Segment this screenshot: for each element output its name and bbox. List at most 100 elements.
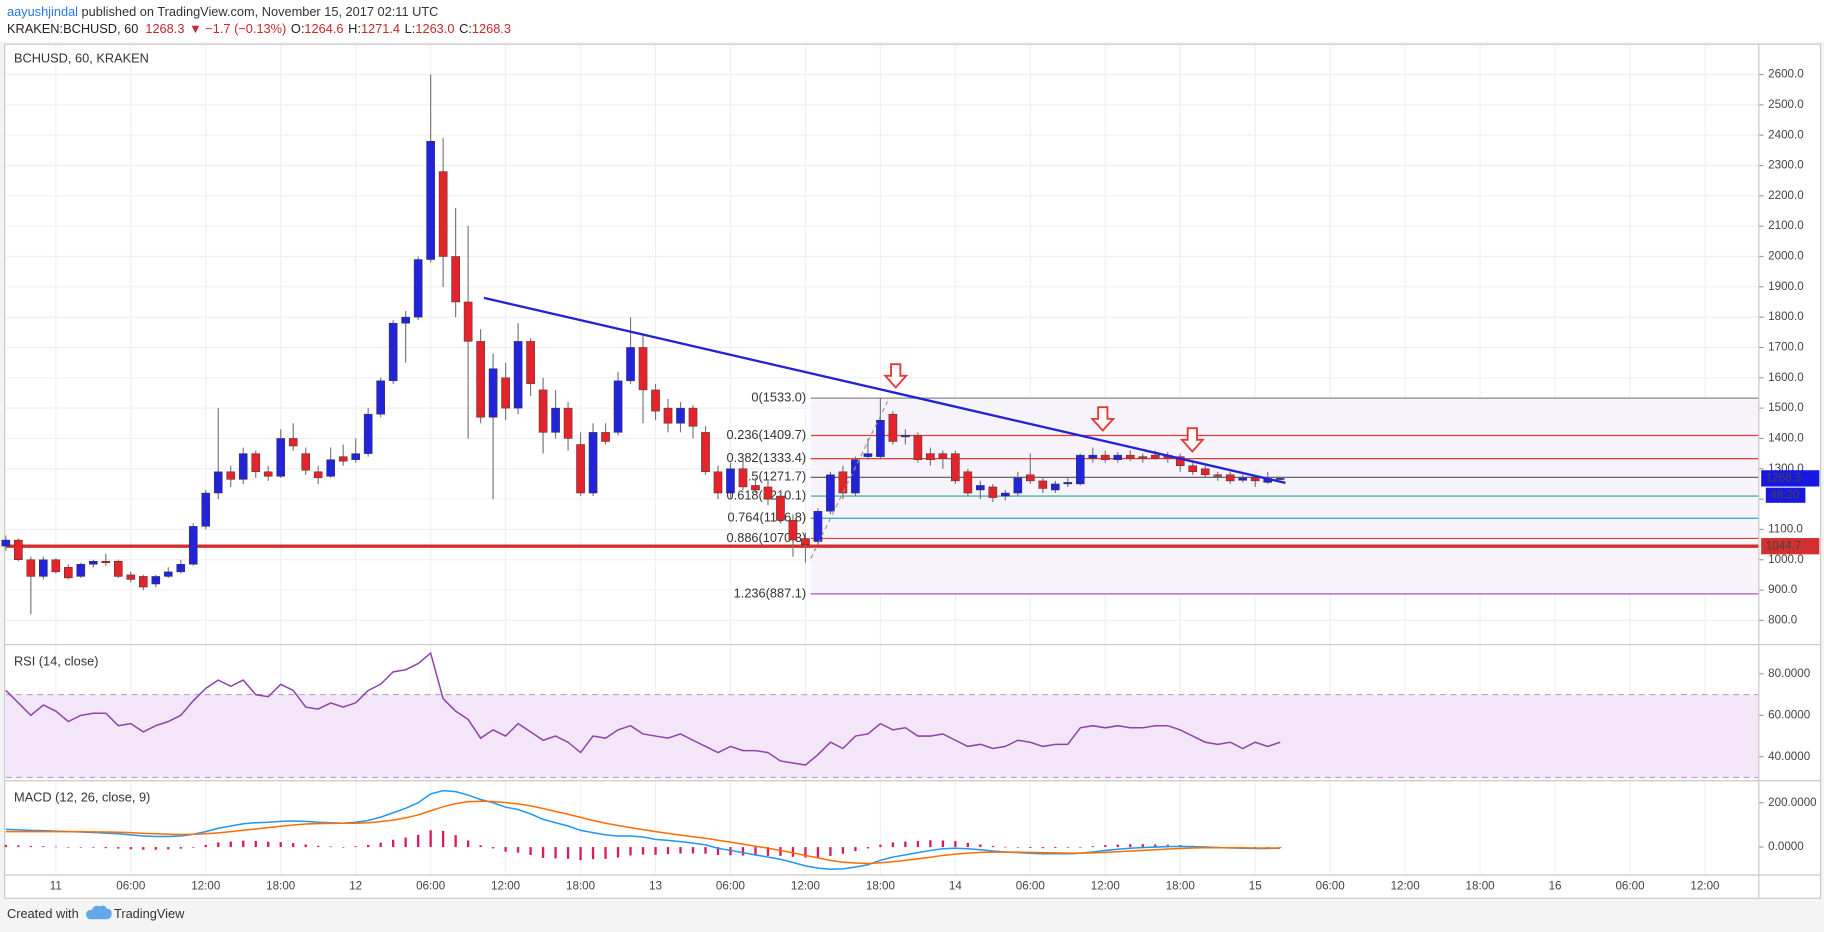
candle-body bbox=[788, 520, 798, 541]
open-label: O: bbox=[291, 22, 304, 37]
macd-histogram-bar bbox=[591, 847, 595, 860]
macd-histogram-bar bbox=[991, 845, 995, 848]
macd-histogram-bar bbox=[17, 845, 20, 848]
x-tick-label: 18:00 bbox=[566, 880, 596, 893]
candle-body bbox=[376, 380, 385, 415]
candle-body bbox=[126, 574, 136, 580]
indicator-line bbox=[5, 800, 1281, 865]
y-tick-label: 1500.0 bbox=[1768, 401, 1804, 414]
candle-body bbox=[64, 567, 73, 579]
candle-body bbox=[351, 453, 360, 460]
macd-histogram-bar bbox=[579, 847, 582, 861]
macd-histogram-bar bbox=[491, 847, 495, 849]
high: 1271.4 bbox=[361, 22, 400, 37]
macd-histogram-bar bbox=[904, 841, 907, 848]
macd-histogram-bar bbox=[1079, 847, 1082, 848]
candle-body bbox=[651, 389, 660, 412]
macd-histogram-bar bbox=[716, 847, 720, 856]
candle-body bbox=[476, 341, 485, 418]
y-tick-label: 2500.0 bbox=[1768, 98, 1804, 111]
macd-histogram-bar bbox=[504, 847, 507, 852]
candle-body bbox=[138, 576, 148, 588]
pane-title: RSI (14, close) bbox=[14, 653, 99, 668]
candle-body bbox=[588, 432, 598, 494]
macd-histogram-bar bbox=[204, 844, 207, 848]
candle-body bbox=[51, 559, 61, 573]
candle-body bbox=[1238, 477, 1248, 481]
fib-label: 0.236(1409.7) bbox=[727, 427, 807, 442]
macd-histogram-bar bbox=[666, 847, 670, 855]
macd-histogram-bar bbox=[1129, 844, 1132, 848]
footer-brand[interactable]: TradingView bbox=[114, 906, 185, 921]
macd-histogram-bar bbox=[329, 846, 332, 848]
macd-histogram-bar bbox=[317, 845, 320, 848]
x-tick-label: 12:00 bbox=[1690, 880, 1720, 893]
macd-histogram-bar bbox=[179, 847, 182, 849]
macd-histogram-bar bbox=[79, 847, 82, 848]
candle-body bbox=[488, 368, 498, 418]
macd-histogram-bar bbox=[1054, 847, 1057, 848]
low-label: L: bbox=[405, 22, 416, 37]
x-tick-label: 12:00 bbox=[191, 880, 221, 893]
countdown-box bbox=[1765, 487, 1806, 503]
y-tick-label: 80.0000 bbox=[1768, 667, 1811, 680]
x-tick-label: 18:00 bbox=[1166, 880, 1196, 893]
y-tick-label: 1900.0 bbox=[1768, 280, 1804, 293]
y-tick-label: 2300.0 bbox=[1768, 159, 1804, 172]
macd-histogram-bar bbox=[42, 846, 45, 848]
candle-body bbox=[276, 438, 286, 477]
macd-histogram-bar bbox=[1066, 847, 1069, 848]
candle-body bbox=[426, 141, 435, 260]
macd-histogram-bar bbox=[604, 847, 607, 859]
candle-body bbox=[89, 561, 98, 565]
y-tick-label: 1700.0 bbox=[1768, 341, 1804, 354]
x-tick-label: 12:00 bbox=[1091, 880, 1121, 893]
macd-histogram-bar bbox=[704, 847, 707, 854]
y-tick-label: 200.0000 bbox=[1768, 796, 1817, 809]
y-tick-label: 2200.0 bbox=[1768, 189, 1804, 202]
candle-body bbox=[1138, 456, 1148, 459]
macd-histogram-bar bbox=[891, 842, 895, 848]
trend-line bbox=[483, 296, 1286, 485]
publish-info: published on TradingView.com, November 1… bbox=[82, 4, 439, 19]
macd-histogram-bar bbox=[229, 841, 232, 848]
macd-histogram-bar bbox=[416, 834, 420, 848]
y-tick-label: 0.0000 bbox=[1768, 840, 1804, 853]
candle-body bbox=[251, 453, 261, 473]
macd-histogram-bar bbox=[854, 847, 857, 852]
y-tick-label: 40.0000 bbox=[1768, 750, 1811, 763]
x-tick-label: 18:00 bbox=[866, 880, 896, 893]
candle-body bbox=[938, 453, 948, 459]
candle-body bbox=[551, 407, 560, 433]
fib-label: 0(1533.0) bbox=[751, 389, 806, 404]
macd-histogram-bar bbox=[554, 847, 557, 859]
macd-histogram-bar bbox=[941, 840, 945, 848]
macd-histogram-bar bbox=[1091, 846, 1094, 848]
resistance-arrow bbox=[1179, 427, 1205, 453]
last: 1268.3 bbox=[145, 22, 184, 37]
macd-histogram-bar bbox=[754, 847, 757, 856]
candle-body bbox=[438, 171, 448, 257]
candle-body bbox=[1026, 474, 1035, 482]
candle-body bbox=[226, 471, 236, 480]
macd-histogram-bar bbox=[192, 847, 195, 848]
candle-body bbox=[813, 510, 823, 542]
candle-body bbox=[463, 301, 473, 342]
author-link[interactable]: aayushjindal bbox=[7, 4, 78, 19]
close-label: C: bbox=[459, 22, 472, 37]
candle-body bbox=[1075, 454, 1085, 485]
macd-histogram-bar bbox=[1016, 847, 1019, 848]
x-tick-label: 14 bbox=[949, 880, 962, 893]
candle-body bbox=[213, 471, 223, 494]
candle-body bbox=[326, 459, 335, 477]
macd-histogram-bar bbox=[117, 847, 120, 849]
support-price-box bbox=[1761, 538, 1820, 555]
y-tick-label: 2100.0 bbox=[1768, 219, 1804, 232]
macd-histogram-bar bbox=[367, 844, 370, 848]
x-tick-label: 12:00 bbox=[791, 880, 821, 893]
candle-body bbox=[113, 561, 123, 577]
fib-label: 0.382(1333.4) bbox=[727, 450, 807, 465]
macd-histogram-bar bbox=[816, 847, 820, 858]
candle-body bbox=[501, 377, 510, 409]
